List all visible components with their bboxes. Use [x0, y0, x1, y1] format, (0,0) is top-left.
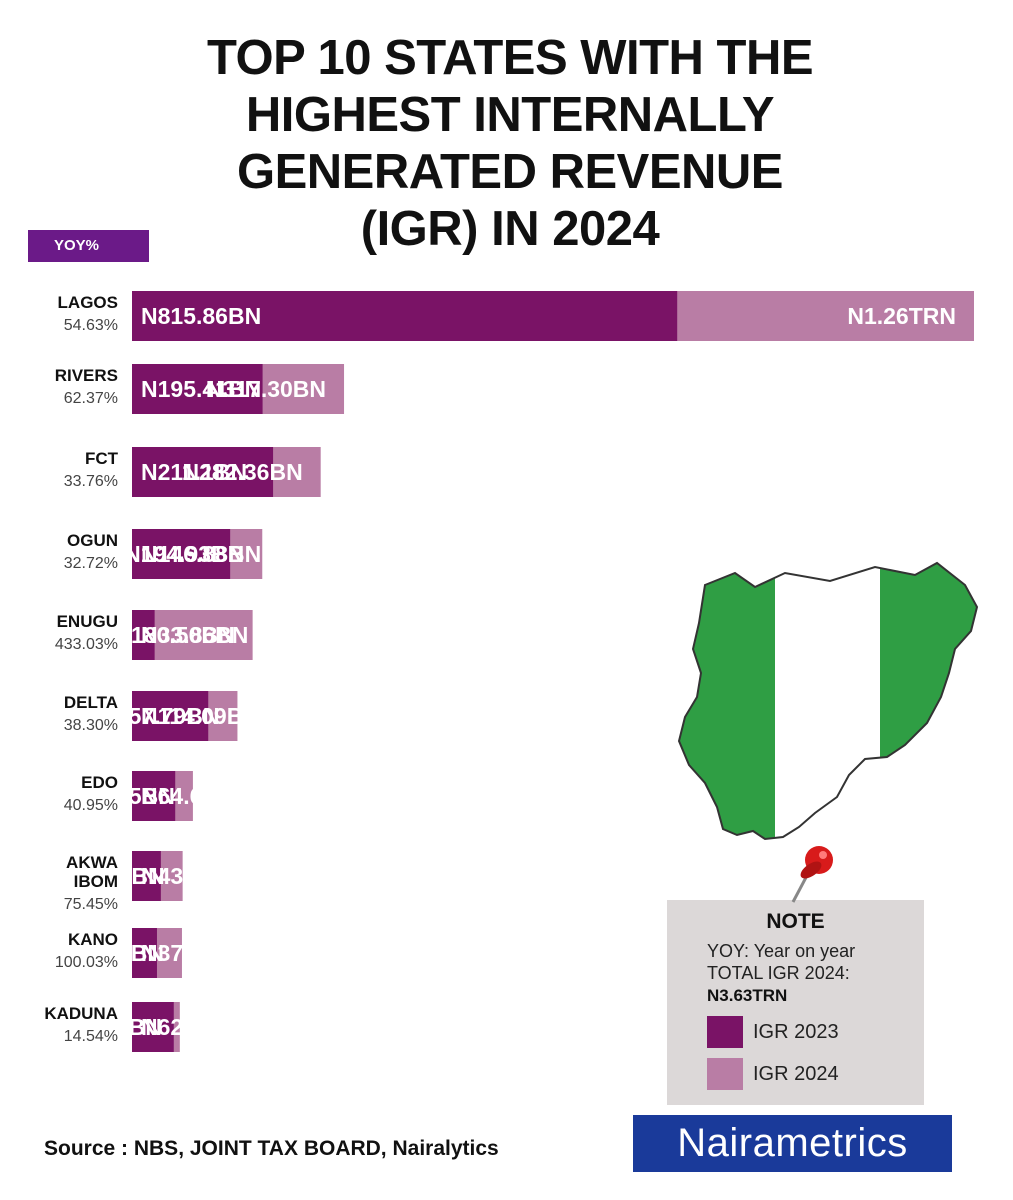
- bar-igr-2023: [132, 447, 274, 497]
- bar-label-igr-2024: N317.30BN: [206, 376, 326, 402]
- state-label: IBOM: [74, 872, 118, 891]
- nigeria-flag-map: [677, 561, 979, 841]
- note-box: NOTE YOY: Year on year TOTAL IGR 2024: N…: [667, 900, 924, 1105]
- state-label: ENUGU: [57, 612, 118, 631]
- yoy-label: 38.30%: [64, 717, 118, 734]
- yoy-label: 62.37%: [64, 390, 118, 407]
- state-label: LAGOS: [58, 293, 118, 312]
- legend-swatch-igr-2024: [707, 1058, 743, 1090]
- bar-label-igr-2023: N33.86BN: [141, 622, 248, 648]
- bar-label-igr-2023: N62.49BN: [141, 1014, 248, 1040]
- state-label: FCT: [85, 449, 119, 468]
- bar-igr-2023: [132, 851, 161, 901]
- bar-igr-2023: [132, 928, 157, 978]
- bar-igr-2023: [132, 364, 263, 414]
- yoy-label: 433.03%: [55, 636, 118, 653]
- bar-label-igr-2024: N71.57BN: [54, 1014, 161, 1040]
- legend-item-igr-2023: IGR 2023: [707, 1016, 924, 1048]
- state-label: OGUN: [67, 531, 118, 550]
- note-yoy-definition: YOY: Year on year: [707, 941, 856, 961]
- note-title: NOTE: [766, 910, 825, 933]
- bar-label-igr-2023: N64.67BN: [141, 783, 248, 809]
- title-line-4: (IGR) IN 2024: [360, 202, 660, 256]
- bar-igr-2023: [132, 1002, 174, 1052]
- bar-label-igr-2023: N815.86BN: [141, 303, 261, 329]
- title-line-1: TOP 10 STATES WITH THE: [206, 31, 814, 85]
- title-line-2: HIGHEST INTERNALLY: [245, 88, 775, 142]
- bar-label-igr-2024: N74.77BN: [57, 940, 164, 966]
- legend-label-igr-2024: IGR 2024: [753, 1062, 839, 1085]
- yoy-label: 40.95%: [64, 797, 118, 814]
- bar-label-igr-2024: N91.15BN: [68, 783, 175, 809]
- nairametrics-logo: Nairametrics: [633, 1115, 952, 1172]
- bar-igr-2023: [132, 529, 231, 579]
- yoy-label: 54.63%: [64, 317, 118, 334]
- bar-igr-2023: [132, 610, 155, 660]
- yoy-label: 14.54%: [64, 1028, 118, 1045]
- bar-label-igr-2023: N195.41BN: [141, 376, 261, 402]
- pushpin-icon: [791, 846, 833, 903]
- legend-swatch-igr-2023: [707, 1016, 743, 1048]
- bar-label-igr-2024: N1.26TRN: [847, 303, 956, 329]
- state-label: RIVERS: [55, 366, 118, 385]
- bar-label-igr-2024: N75.77BN: [57, 863, 164, 889]
- bar-igr-2023: [132, 691, 209, 741]
- bar-label-igr-2024: N180.50BN: [114, 622, 234, 648]
- yoy-badge: YOY%: [28, 230, 149, 262]
- page-title: TOP 10 STATES WITH THE HIGHEST INTERNALL…: [130, 30, 890, 258]
- state-label: KADUNA: [44, 1004, 118, 1023]
- source-text: Source : NBS, JOINT TAX BOARD, Nairalyti…: [44, 1137, 499, 1160]
- bar-label-igr-2023: N114.09BN: [141, 703, 260, 729]
- bar-chart: N815.86BN N1.26TRN LAGOS 54.63% N195.41BNN31…: [44, 291, 974, 1052]
- state-label: KANO: [68, 930, 118, 949]
- bar-label-igr-2024: N157.79BN: [99, 703, 219, 729]
- bar-label-igr-2024: N194.93BN: [124, 541, 244, 567]
- note-total-value: N3.63TRN: [707, 986, 788, 1005]
- bar-label-igr-2023: N211.1BN: [141, 459, 247, 485]
- legend-label-igr-2023: IGR 2023: [753, 1020, 839, 1043]
- bar-label-igr-2023: N37.38BN: [141, 940, 248, 966]
- bar-igr-2023: [132, 771, 176, 821]
- yoy-label: 32.72%: [64, 555, 118, 572]
- yoy-label: 100.03%: [55, 954, 118, 971]
- yoy-label: 33.76%: [64, 473, 118, 490]
- bar-label-igr-2024: N282.36BN: [183, 459, 303, 485]
- title-line-3: GENERATED REVENUE: [236, 145, 784, 199]
- bar-label-igr-2023: N43.18BN: [141, 863, 248, 889]
- state-label: AKWA: [66, 853, 118, 872]
- bar-label-igr-2023: N146.88BN: [141, 541, 261, 567]
- bar-igr-2023: [132, 291, 678, 341]
- state-label: DELTA: [64, 693, 118, 712]
- state-label: EDO: [81, 773, 118, 792]
- note-total-label: TOTAL IGR 2024:: [707, 963, 850, 983]
- legend-item-igr-2024: IGR 2024: [707, 1058, 924, 1090]
- yoy-label: 75.45%: [64, 896, 118, 913]
